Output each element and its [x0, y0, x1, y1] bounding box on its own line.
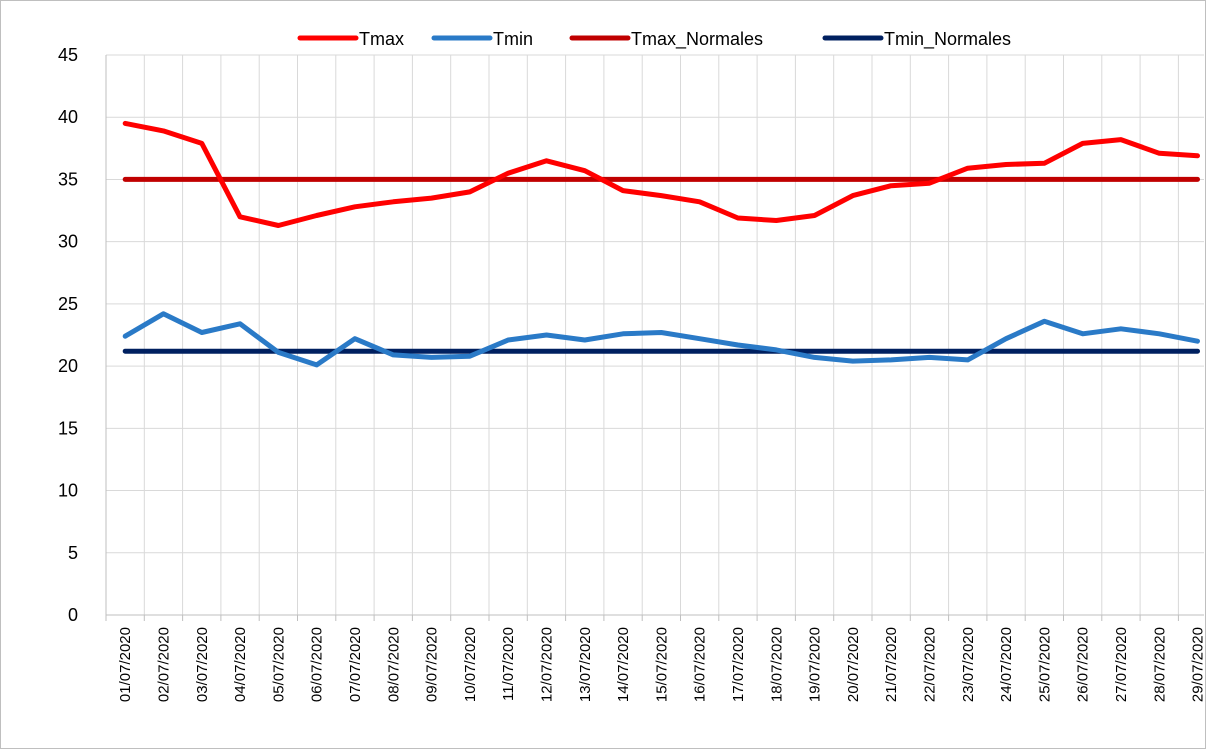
legend-label: Tmax_Normales: [631, 29, 763, 50]
x-tick-label: 10/07/2020: [462, 627, 479, 702]
x-tick-label: 12/07/2020: [538, 627, 555, 702]
y-tick-label: 5: [68, 543, 78, 563]
x-tick-label: 28/07/2020: [1151, 627, 1168, 702]
x-tick-label: 20/07/2020: [845, 627, 862, 702]
x-tick-label: 16/07/2020: [692, 627, 709, 702]
y-tick-label: 15: [58, 418, 78, 438]
x-tick-label: 21/07/2020: [883, 627, 900, 702]
x-tick-label: 11/07/2020: [500, 627, 517, 701]
y-tick-label: 20: [58, 356, 78, 376]
x-tick-label: 09/07/2020: [424, 627, 441, 702]
x-tick-label: 18/07/2020: [768, 627, 785, 702]
x-tick-label: 25/07/2020: [1036, 627, 1053, 702]
x-tick-label: 04/07/2020: [232, 627, 249, 702]
legend-label: Tmax: [359, 29, 404, 49]
x-tick-label: 02/07/2020: [155, 627, 172, 702]
x-tick-label: 17/07/2020: [730, 627, 747, 702]
legend-label: Tmin_Normales: [884, 29, 1011, 50]
x-tick-label: 05/07/2020: [270, 627, 287, 702]
y-tick-label: 35: [58, 169, 78, 189]
y-tick-label: 0: [68, 605, 78, 625]
legend-label: Tmin: [493, 29, 533, 49]
y-tick-label: 25: [58, 294, 78, 314]
x-tick-label: 27/07/2020: [1113, 627, 1130, 702]
y-tick-label: 45: [58, 45, 78, 65]
x-tick-label: 01/07/2020: [117, 627, 134, 702]
y-tick-label: 30: [58, 232, 78, 252]
x-tick-label: 03/07/2020: [194, 627, 211, 702]
x-tick-label: 06/07/2020: [309, 627, 326, 702]
x-tick-label: 07/07/2020: [347, 627, 364, 702]
x-tick-label: 13/07/2020: [577, 627, 594, 702]
x-tick-label: 29/07/2020: [1190, 627, 1206, 702]
x-tick-label: 19/07/2020: [807, 627, 824, 702]
x-tick-label: 23/07/2020: [960, 627, 977, 702]
series-line: [122, 120, 1200, 228]
x-tick-label: 24/07/2020: [998, 627, 1015, 702]
y-tick-label: 40: [58, 107, 78, 127]
x-tick-label: 14/07/2020: [615, 627, 632, 702]
x-tick-label: 22/07/2020: [921, 627, 938, 702]
x-tick-label: 15/07/2020: [653, 627, 670, 702]
x-tick-label: 08/07/2020: [385, 627, 402, 702]
x-tick-label: 26/07/2020: [1075, 627, 1092, 702]
y-tick-label: 10: [58, 481, 78, 501]
series-line: [122, 311, 1200, 368]
